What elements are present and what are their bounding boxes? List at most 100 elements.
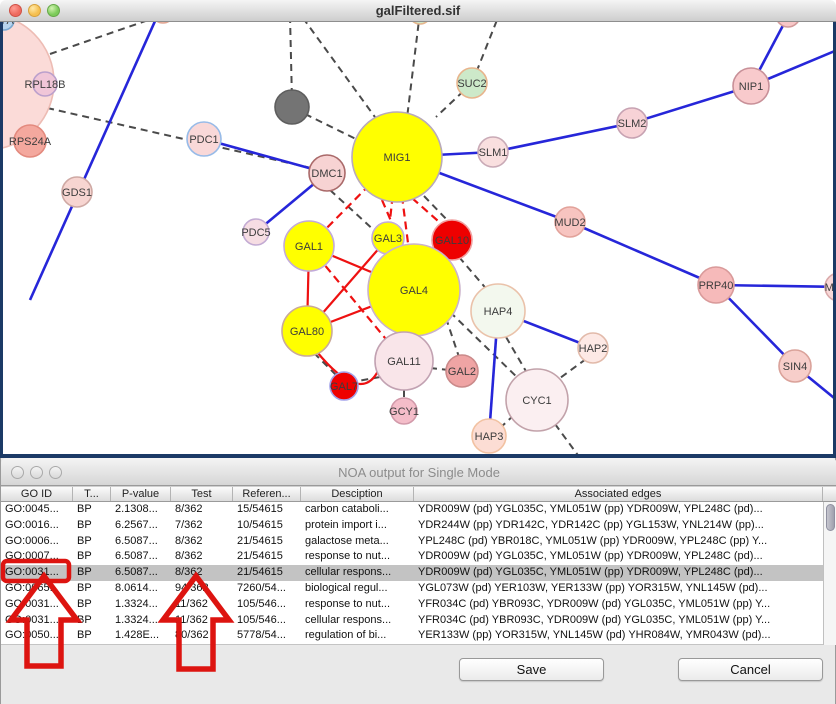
cell-desciption: biological regul... bbox=[305, 581, 388, 594]
node-label-gal80: GAL80 bbox=[290, 326, 324, 338]
edge-gray bbox=[406, 22, 420, 119]
cell-associated-edges: YDR009W (pd) YGL035C, YML051W (pp) YDR00… bbox=[418, 503, 763, 515]
column-header-t-[interactable]: T... bbox=[73, 487, 111, 501]
node-hap2[interactable] bbox=[577, 332, 609, 364]
edge-blue bbox=[28, 22, 157, 301]
node-rpl18b[interactable] bbox=[32, 71, 58, 97]
table-row-6[interactable]: GO:0065... BP 8.0614... 94/362 7260/54... bio… bbox=[1, 580, 823, 597]
cell-t-: BP bbox=[77, 629, 92, 642]
results-table: GO:0045... BP 2.1308... 8/362 15/54615 carbon… bbox=[1, 502, 823, 645]
cell-p-value: 6.5087... bbox=[115, 534, 158, 547]
cell-go-id: GO:0065... bbox=[5, 581, 59, 594]
edge-gray bbox=[445, 317, 460, 358]
cell-desciption: regulation of bi... bbox=[305, 629, 387, 642]
column-header-blank bbox=[823, 487, 836, 501]
node-gds1[interactable] bbox=[61, 176, 93, 208]
node-label-dmc1: DMC1 bbox=[311, 168, 342, 180]
cell-t-: BP bbox=[77, 550, 92, 563]
node-label-gal7: GAL7 bbox=[330, 381, 358, 393]
node-pdc1[interactable] bbox=[186, 121, 222, 157]
node-label-pdc1: PDC1 bbox=[189, 134, 218, 146]
cell-desciption: protein import i... bbox=[305, 518, 387, 531]
node-pdc5[interactable] bbox=[242, 218, 270, 246]
node-label-suc2: SUC2 bbox=[457, 78, 486, 90]
cancel-button[interactable]: Cancel bbox=[678, 658, 823, 681]
node-suc2[interactable] bbox=[456, 67, 488, 99]
node-slm2[interactable] bbox=[616, 107, 648, 139]
node-top-pink[interactable] bbox=[152, 22, 174, 24]
column-header-go-id[interactable]: GO ID bbox=[1, 487, 73, 501]
column-header-p-value[interactable]: P-value bbox=[111, 487, 171, 501]
table-row-8[interactable]: GO:0031... BP 1.3324... 11/362 105/546... cel… bbox=[1, 612, 823, 629]
scrollbar-thumb[interactable] bbox=[826, 504, 835, 531]
cell-p-value: 6.5087... bbox=[115, 550, 158, 563]
node-sin4[interactable] bbox=[778, 349, 812, 383]
table-row-4[interactable]: GO:0007... BP 6.5087... 8/362 21/54615 respon… bbox=[1, 549, 823, 566]
network-titlebar[interactable]: galFiltered.sif bbox=[0, 0, 836, 22]
node-nip1[interactable] bbox=[732, 67, 770, 105]
node-prp40[interactable] bbox=[697, 266, 735, 304]
cell-desciption: response to nut... bbox=[305, 597, 390, 610]
noa-titlebar[interactable]: NOA output for Single Mode bbox=[1, 458, 836, 486]
node-label-slm2: SLM2 bbox=[618, 118, 647, 130]
column-header-associated-edges[interactable]: Associated edges bbox=[414, 487, 823, 501]
network-canvas[interactable]: 17A RPL18B RPS24A GDS1 PDC1 PDC5 DMC1 SUC2 MIG1 S… bbox=[0, 22, 836, 458]
node-gal2[interactable] bbox=[445, 354, 479, 388]
column-header-desciption[interactable]: Desciption bbox=[301, 487, 414, 501]
close-button[interactable] bbox=[9, 4, 22, 17]
edge-gray bbox=[304, 113, 361, 142]
node-gal7[interactable] bbox=[329, 371, 359, 401]
cell-go-id: GO:0006... bbox=[5, 534, 59, 547]
zoom-button-inactive[interactable] bbox=[49, 466, 62, 479]
node-gal11[interactable] bbox=[374, 331, 434, 391]
node-gal10[interactable] bbox=[431, 219, 473, 261]
node-label-gal10: GAL10 bbox=[435, 235, 469, 247]
minimize-button[interactable] bbox=[28, 4, 41, 17]
cell-test: 80/362 bbox=[175, 629, 209, 642]
table-row-9[interactable]: GO:0050... BP 1.428E... 80/362 5778/54... reg… bbox=[1, 628, 823, 644]
node-corner-17a[interactable] bbox=[0, 22, 15, 31]
cell-referen-: 7260/54... bbox=[237, 581, 286, 594]
column-header-referen-[interactable]: Referen... bbox=[233, 487, 301, 501]
node-gcy1[interactable] bbox=[390, 397, 418, 425]
edge-gray bbox=[313, 352, 339, 378]
node-dmc1[interactable] bbox=[308, 154, 346, 192]
close-button-inactive[interactable] bbox=[11, 466, 24, 479]
node-top-green[interactable] bbox=[409, 22, 431, 25]
node-label-msl1: MSL1 bbox=[825, 282, 836, 294]
node-gray-node[interactable] bbox=[274, 89, 310, 125]
node-hap3[interactable] bbox=[471, 418, 507, 454]
node-gal1[interactable] bbox=[283, 220, 335, 272]
edge-blue bbox=[631, 84, 752, 125]
node-label-gds1: GDS1 bbox=[62, 187, 92, 199]
cell-associated-edges: YPL248C (pd) YBR018C, YML051W (pp) YDR00… bbox=[418, 534, 768, 547]
node-rps24a[interactable] bbox=[13, 124, 47, 158]
cell-referen-: 15/54615 bbox=[237, 503, 283, 515]
cell-go-id: GO:0007... bbox=[5, 550, 59, 563]
node-mig1[interactable] bbox=[351, 111, 443, 203]
table-row-3[interactable]: GO:0006... BP 6.5087... 8/362 21/54615 galact… bbox=[1, 533, 823, 550]
table-row-7[interactable]: GO:0031... BP 1.3324... 11/362 105/546... res… bbox=[1, 596, 823, 613]
node-cyc1[interactable] bbox=[505, 368, 569, 432]
node-slm1[interactable] bbox=[477, 136, 509, 168]
node-top-right-pink[interactable] bbox=[776, 22, 800, 28]
cell-go-id: GO:0031... bbox=[5, 613, 59, 626]
node-mud2[interactable] bbox=[554, 206, 586, 238]
node-gal80[interactable] bbox=[281, 305, 333, 357]
node-hap4[interactable] bbox=[470, 283, 526, 339]
table-row-5[interactable]: GO:0031... BP 6.5087... 8/362 21/54615 cellul… bbox=[1, 565, 823, 581]
cell-referen-: 21/54615 bbox=[237, 550, 283, 563]
node-msl1[interactable] bbox=[824, 273, 836, 301]
minimize-button-inactive[interactable] bbox=[30, 466, 43, 479]
zoom-button[interactable] bbox=[47, 4, 60, 17]
save-button[interactable]: Save bbox=[459, 658, 604, 681]
vertical-scrollbar[interactable] bbox=[823, 502, 836, 645]
cell-p-value: 8.0614... bbox=[115, 581, 158, 594]
node-label-hap4: HAP4 bbox=[484, 306, 513, 318]
table-row-2[interactable]: GO:0016... BP 6.2567... 7/362 10/54615 protei… bbox=[1, 517, 823, 534]
edge-gray bbox=[555, 358, 587, 382]
table-row-1[interactable]: GO:0045... BP 2.1308... 8/362 15/54615 carbon… bbox=[1, 502, 823, 518]
column-header-test[interactable]: Test bbox=[171, 487, 233, 501]
edge-gray bbox=[49, 22, 146, 55]
cell-test: 8/362 bbox=[175, 566, 203, 579]
